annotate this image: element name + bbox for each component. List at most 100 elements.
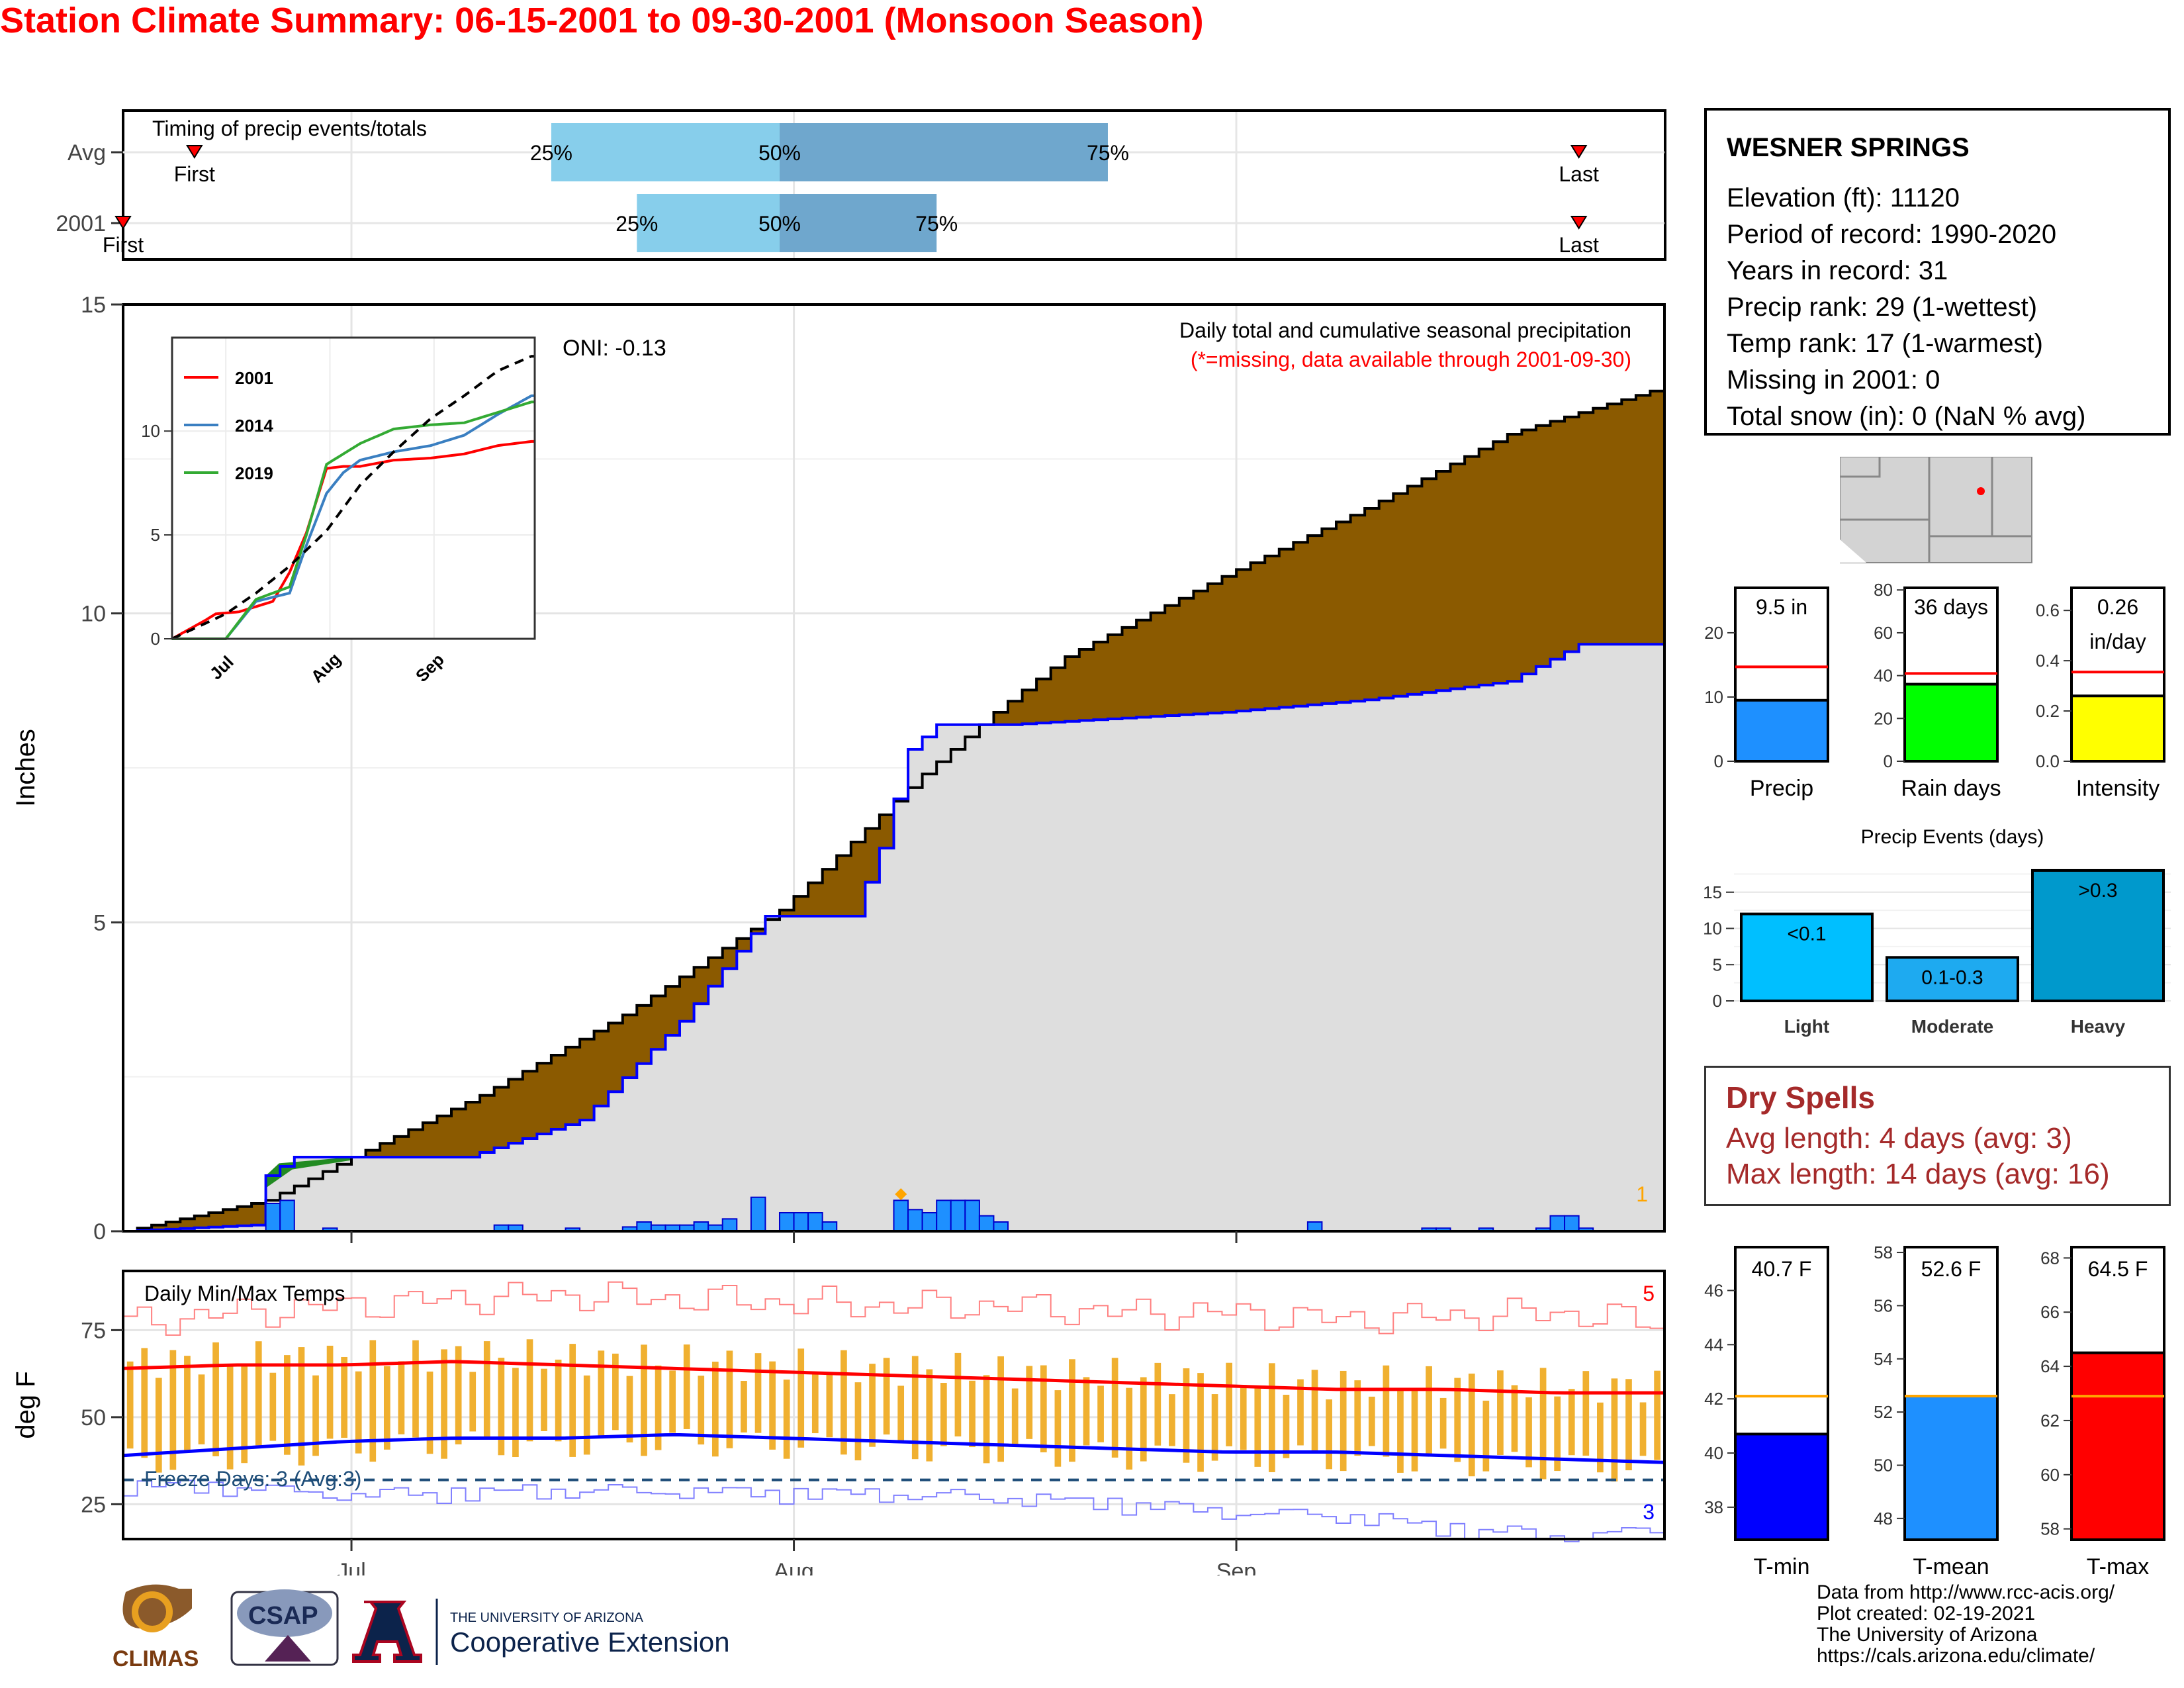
events-ytick-label: 10 <box>1703 919 1722 939</box>
timing-event-label: First <box>103 233 144 257</box>
record-low-count: 3 <box>1643 1500 1655 1524</box>
daily-temp-bar <box>455 1346 462 1444</box>
tmean-summary-ytick-label: 54 <box>1874 1349 1893 1369</box>
season-mini-bars: 0 10 20 Precip 9.5 in 0 20 40 60 80 Rain days 36 da… <box>1704 580 2165 801</box>
daily-precip-bar <box>750 1196 766 1232</box>
csap-logo: CSAP <box>230 1589 339 1666</box>
intensity-ytick-label: 0.2 <box>2036 701 2060 721</box>
tmin-summary-xlabel: T-min <box>1754 1554 1810 1579</box>
daily-temp-bar <box>1539 1368 1547 1479</box>
tmin-summary-ytick-label: 42 <box>1704 1389 1723 1409</box>
university-of-arizona-logo: THE UNIVERSITY OF ARIZONA Cooperative Ex… <box>352 1599 730 1665</box>
tmean-summary-ytick-label: 52 <box>1874 1402 1893 1422</box>
precip-total-ytick-label: 0 <box>1714 751 1723 771</box>
daily-temp-bar <box>1383 1365 1390 1457</box>
max-day-marker <box>895 1188 907 1200</box>
svg-text:THE UNIVERSITY OF ARIZONA: THE UNIVERSITY OF ARIZONA <box>450 1611 644 1625</box>
daily-temp-bar <box>1111 1358 1118 1458</box>
credit-university: The University of Arizona <box>1817 1624 2038 1646</box>
daily-precip-bar <box>693 1221 709 1232</box>
daily-temp-bar <box>155 1378 162 1473</box>
daily-temp-bar <box>355 1371 362 1454</box>
daily-temp-bar <box>184 1356 191 1452</box>
tmin-summary-ytick-label: 40 <box>1704 1443 1723 1463</box>
precip-ytick-label: 10 <box>81 602 106 627</box>
daily-temp-bar <box>141 1348 148 1458</box>
daily-temp-bar <box>1454 1378 1461 1462</box>
rain-days-value-label: 36 days <box>1914 595 1988 619</box>
timing-event-marker <box>1570 145 1588 159</box>
daily-temp-bar <box>226 1365 234 1470</box>
temp-panel: 25 50 75 Jul Aug Sep deg F Daily Min/Max Temps F… <box>11 1270 1666 1575</box>
daily-temp-bar <box>255 1341 262 1446</box>
daily-temp-bar <box>1525 1397 1532 1468</box>
daily-temp-bar <box>997 1356 1004 1462</box>
svg-text:CLIMAS: CLIMAS <box>113 1646 199 1671</box>
station-missing: Missing in 2001: 0 <box>1727 365 1940 395</box>
credit-url: https://cals.arizona.edu/climate/ <box>1817 1645 2095 1667</box>
daily-temp-bar <box>783 1380 790 1459</box>
events-bar-moderate <box>1886 956 2019 1003</box>
daily-temp-bar <box>1611 1378 1618 1481</box>
inset-series-line <box>172 400 535 640</box>
inset-legend-label: 2014 <box>235 416 273 436</box>
timing-row-label: Avg <box>68 140 106 165</box>
timing-upper-bar <box>779 194 937 252</box>
daily-temp-bar <box>1197 1373 1204 1472</box>
rain-days-ytick-label: 40 <box>1874 666 1893 686</box>
daily-precip-bar <box>936 1199 952 1233</box>
daily-temp-bar <box>569 1344 576 1457</box>
station-name: WESNER SPRINGS <box>1727 133 1970 162</box>
tmean-summary-xlabel: T-mean <box>1913 1554 1989 1579</box>
dry-spells-box: Dry Spells Avg length: 4 days (avg: 3) M… <box>1704 1066 2171 1206</box>
daily-temp-bar <box>1354 1380 1361 1456</box>
daily-temp-bar <box>241 1365 248 1464</box>
daily-temp-bar <box>1411 1388 1418 1472</box>
daily-temp-bar <box>1340 1370 1347 1472</box>
daily-precip-bar <box>993 1221 1009 1232</box>
observed-cumulative-line <box>123 643 1664 1233</box>
precip-total-ytick-label: 20 <box>1704 623 1723 643</box>
credits: Data from http://www.rcc-acis.org/ Plot … <box>1817 1582 2115 1667</box>
daily-temp-bar <box>683 1344 690 1429</box>
tmin-summary-ytick-label: 46 <box>1704 1280 1723 1300</box>
daily-precip-bar <box>1306 1221 1323 1232</box>
timing-event-marker <box>114 216 132 230</box>
tmin-summary-ytick-label: 44 <box>1704 1335 1723 1354</box>
daily-temp-bar <box>1240 1385 1247 1450</box>
tmean-summary-bar <box>1903 1395 1999 1541</box>
tmax-summary-ytick-label: 58 <box>2040 1519 2060 1539</box>
daily-temp-bar <box>669 1370 676 1433</box>
daily-temp-bar <box>983 1375 990 1464</box>
daily-temp-bar <box>426 1371 433 1454</box>
timing-lower-bar <box>637 194 780 252</box>
daily-precip-bar <box>778 1212 795 1232</box>
daily-temp-bar <box>1397 1390 1404 1473</box>
events-bar-light <box>1740 912 1874 1002</box>
tmin-summary-ytick-label: 38 <box>1704 1497 1723 1517</box>
rain-days-ytick-label: 0 <box>1884 751 1893 771</box>
events-ytick-label: 5 <box>1713 955 1722 974</box>
daily-temp-bar <box>284 1355 291 1455</box>
record-low-line <box>123 1479 1664 1542</box>
daily-temp-bar <box>698 1376 705 1445</box>
rain-days-bar <box>1903 682 1999 763</box>
daily-temp-bar <box>626 1376 633 1443</box>
daily-temp-bar <box>1183 1368 1190 1463</box>
tmean-summary-ytick-label: 48 <box>1874 1509 1893 1528</box>
daily-temp-bar <box>1011 1388 1019 1446</box>
tmax-summary-ytick-label: 66 <box>2040 1302 2060 1322</box>
timing-event-label: Last <box>1559 162 1599 186</box>
timing-panel: Timing of precip events/totals Avg 25% 50% 7… <box>56 109 1666 261</box>
precip-ytick-label: 5 <box>93 910 106 935</box>
precip-annotation-note: (*=missing, data available through 2001-… <box>1191 348 1631 371</box>
daily-temp-bar <box>383 1366 390 1450</box>
daily-temp-bar <box>1083 1377 1090 1446</box>
daily-temp-bar <box>1154 1362 1161 1446</box>
daily-temp-bar <box>954 1352 962 1436</box>
daily-temp-bar <box>797 1348 805 1448</box>
tmean-summary-ytick-label: 56 <box>1874 1295 1893 1315</box>
season-temp-bars: 38 40 42 44 46 T-min 40.7 F 48 50 52 54 56 58 T-mean 5… <box>1704 1243 2165 1579</box>
record-high-line <box>123 1281 1664 1336</box>
daily-temp-bar <box>1297 1379 1304 1446</box>
